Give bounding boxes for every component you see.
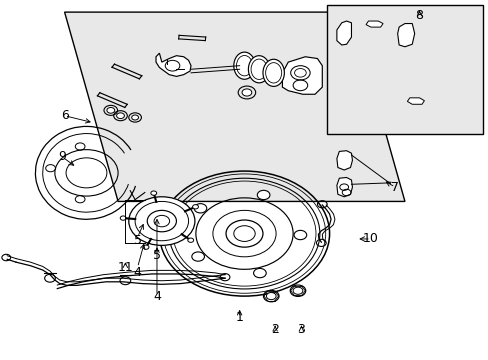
Polygon shape xyxy=(336,177,352,197)
Polygon shape xyxy=(336,21,351,45)
Text: 6: 6 xyxy=(61,109,68,122)
Circle shape xyxy=(253,269,265,278)
Circle shape xyxy=(154,215,169,227)
Polygon shape xyxy=(64,12,404,202)
Polygon shape xyxy=(407,98,424,104)
Polygon shape xyxy=(366,21,382,27)
Circle shape xyxy=(292,287,302,294)
Text: 8: 8 xyxy=(415,9,423,22)
Polygon shape xyxy=(397,23,414,47)
Text: 7: 7 xyxy=(390,181,398,194)
Circle shape xyxy=(242,89,251,96)
Text: 5: 5 xyxy=(133,234,141,247)
Ellipse shape xyxy=(233,52,255,79)
Text: 4: 4 xyxy=(153,289,161,303)
Circle shape xyxy=(225,220,263,247)
Circle shape xyxy=(143,245,149,249)
Circle shape xyxy=(257,190,269,200)
Text: 5: 5 xyxy=(153,248,161,261)
Ellipse shape xyxy=(236,55,252,76)
Ellipse shape xyxy=(263,59,284,86)
Circle shape xyxy=(187,238,193,242)
Text: 3: 3 xyxy=(297,323,305,336)
Ellipse shape xyxy=(265,63,281,83)
Text: 9: 9 xyxy=(58,150,66,163)
Circle shape xyxy=(194,204,206,213)
Text: 4: 4 xyxy=(133,266,141,279)
Ellipse shape xyxy=(250,59,266,80)
Circle shape xyxy=(120,216,126,220)
Circle shape xyxy=(131,115,138,120)
Text: 11: 11 xyxy=(117,261,133,274)
Circle shape xyxy=(191,252,204,261)
Text: 10: 10 xyxy=(362,233,378,246)
Circle shape xyxy=(116,113,124,118)
Circle shape xyxy=(66,158,107,188)
Text: 2: 2 xyxy=(271,323,279,336)
Bar xyxy=(326,5,482,134)
Circle shape xyxy=(150,191,156,195)
Polygon shape xyxy=(336,151,352,170)
Polygon shape xyxy=(156,53,191,76)
Circle shape xyxy=(128,197,195,246)
Circle shape xyxy=(107,108,115,113)
Ellipse shape xyxy=(248,56,269,83)
Polygon shape xyxy=(282,57,322,94)
Circle shape xyxy=(192,204,198,209)
Circle shape xyxy=(293,230,306,240)
Circle shape xyxy=(266,293,276,300)
Text: 1: 1 xyxy=(235,311,243,324)
